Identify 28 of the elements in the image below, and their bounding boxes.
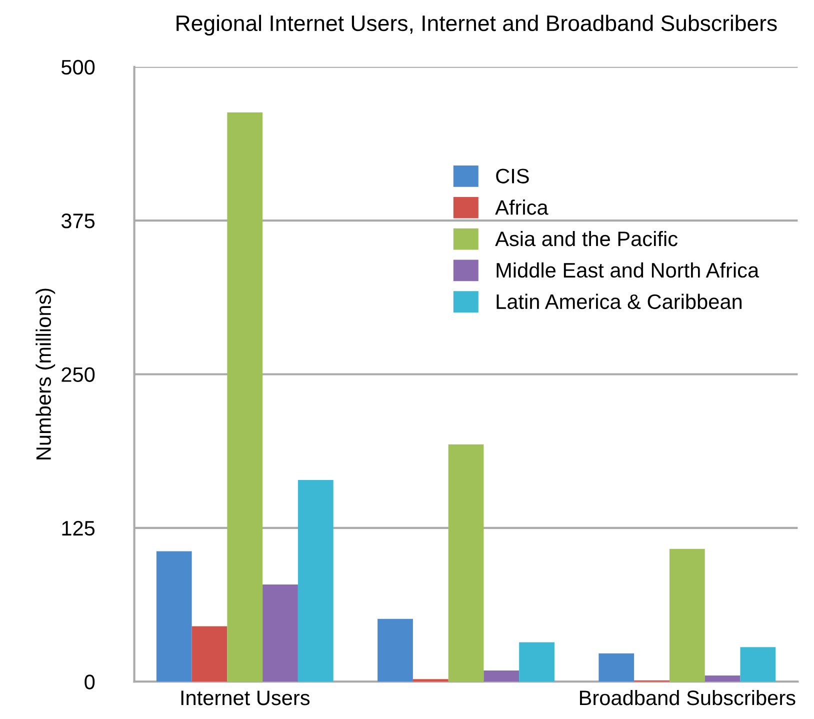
bar <box>519 642 554 682</box>
x-tick-label: Internet Users <box>181 690 310 706</box>
bar <box>298 480 334 682</box>
bar <box>378 618 413 682</box>
chart-title: Regional Internet Users, Internet and Broadband Subscribers <box>176 14 777 36</box>
legend-label: CIS <box>496 168 529 184</box>
y-tick-label: 250 <box>62 367 95 382</box>
y-tick-label: 0 <box>84 674 95 690</box>
bar <box>740 647 776 682</box>
bar <box>262 584 298 682</box>
y-tick-label: 125 <box>62 520 95 536</box>
x-tick-label: Broadband Subscribers <box>580 690 796 706</box>
bar <box>669 548 705 682</box>
bar <box>192 626 228 682</box>
legend-label: Asia and the Pacific <box>495 230 678 246</box>
legend-label: Latin America & Caribbean <box>496 294 742 310</box>
bar <box>412 679 448 682</box>
bar <box>598 653 634 682</box>
bar <box>227 112 263 682</box>
y-tick-label: 500 <box>62 60 95 75</box>
y-tick-label: 375 <box>61 214 95 228</box>
bar <box>156 551 192 682</box>
legend-label: Middle East and North Africa <box>496 262 760 278</box>
y-axis-title: Numbers (millions) <box>36 288 56 460</box>
bar <box>704 675 740 682</box>
legend-label: Africa <box>495 200 548 215</box>
bar <box>448 444 484 682</box>
bar <box>484 670 520 682</box>
